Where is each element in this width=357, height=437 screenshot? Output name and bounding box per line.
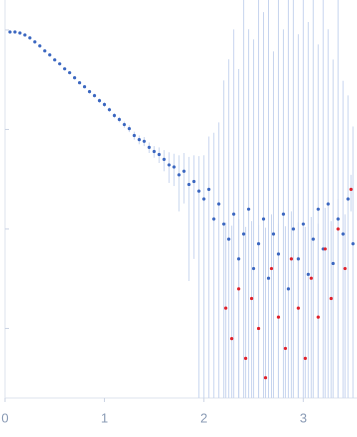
data-point — [261, 217, 266, 221]
data-point — [276, 252, 281, 256]
data-point — [341, 232, 345, 236]
data-point — [97, 98, 102, 103]
data-point — [336, 217, 340, 221]
data-point — [187, 182, 191, 187]
data-point — [247, 207, 251, 211]
data-point — [237, 287, 241, 291]
data-point — [48, 53, 52, 57]
data-point — [281, 212, 286, 216]
data-point — [102, 102, 107, 107]
data-point — [212, 217, 216, 221]
data-point — [237, 257, 241, 261]
data-point — [157, 152, 161, 157]
data-point — [222, 222, 226, 226]
x-tick-label: 2 — [200, 410, 207, 425]
data-point — [142, 139, 146, 143]
data-point — [296, 257, 300, 261]
data-point — [232, 212, 236, 216]
data-point — [249, 296, 254, 301]
data-point — [58, 62, 62, 66]
data-point — [132, 133, 136, 138]
data-point — [316, 207, 320, 211]
data-point — [244, 356, 248, 361]
data-point — [92, 93, 97, 98]
data-point — [28, 36, 32, 40]
data-point — [306, 272, 310, 276]
data-point — [197, 189, 201, 193]
data-point — [13, 30, 17, 34]
data-point — [331, 261, 335, 266]
data-point — [291, 227, 295, 231]
data-point — [43, 49, 47, 53]
data-point — [309, 276, 313, 280]
data-point — [68, 71, 72, 75]
data-point — [227, 237, 231, 241]
data-point — [326, 202, 330, 206]
x-tick-label: 0 — [1, 410, 8, 425]
data-point — [202, 197, 206, 201]
data-point — [343, 266, 347, 271]
data-point — [122, 122, 126, 127]
data-point — [63, 67, 67, 71]
data-point — [18, 31, 22, 35]
data-point — [182, 169, 186, 173]
data-point — [283, 346, 288, 351]
data-point — [192, 179, 196, 184]
data-point — [117, 117, 121, 122]
data-point — [336, 227, 340, 231]
data-point — [33, 40, 37, 44]
data-point — [303, 356, 307, 361]
data-point — [230, 337, 234, 341]
data-point — [346, 197, 350, 201]
data-point — [296, 306, 300, 310]
data-point — [77, 81, 82, 85]
data-point — [107, 108, 112, 112]
data-point — [349, 187, 353, 191]
data-point — [112, 113, 116, 118]
data-point — [137, 138, 141, 142]
data-point — [269, 266, 274, 271]
data-point — [73, 76, 77, 80]
data-point — [251, 266, 256, 271]
data-point — [217, 202, 221, 206]
data-point — [162, 157, 166, 162]
data-point — [329, 296, 333, 301]
data-point — [311, 237, 315, 241]
data-point — [177, 173, 181, 177]
data-point — [242, 232, 246, 236]
data-point — [152, 149, 156, 154]
x-tick-label: 3 — [300, 410, 307, 425]
data-point — [23, 33, 27, 37]
data-point — [351, 242, 355, 246]
data-point — [207, 187, 211, 191]
data-point — [127, 126, 131, 131]
data-point — [271, 232, 276, 236]
data-point — [286, 287, 290, 291]
x-tick-label: 1 — [101, 410, 108, 425]
data-point — [53, 58, 57, 62]
data-point — [266, 276, 271, 280]
data-point — [167, 163, 171, 167]
data-point — [276, 315, 281, 319]
data-point — [172, 165, 176, 169]
data-point — [323, 247, 327, 251]
data-point — [8, 30, 12, 34]
data-point — [38, 44, 42, 48]
data-point — [289, 257, 293, 261]
data-point — [224, 306, 228, 310]
data-point — [316, 315, 320, 319]
data-point — [147, 145, 151, 150]
data-point — [82, 85, 87, 89]
data-point — [256, 326, 261, 331]
data-point — [301, 222, 305, 226]
data-point — [256, 242, 261, 246]
data-point — [263, 376, 268, 380]
data-point — [87, 90, 92, 94]
